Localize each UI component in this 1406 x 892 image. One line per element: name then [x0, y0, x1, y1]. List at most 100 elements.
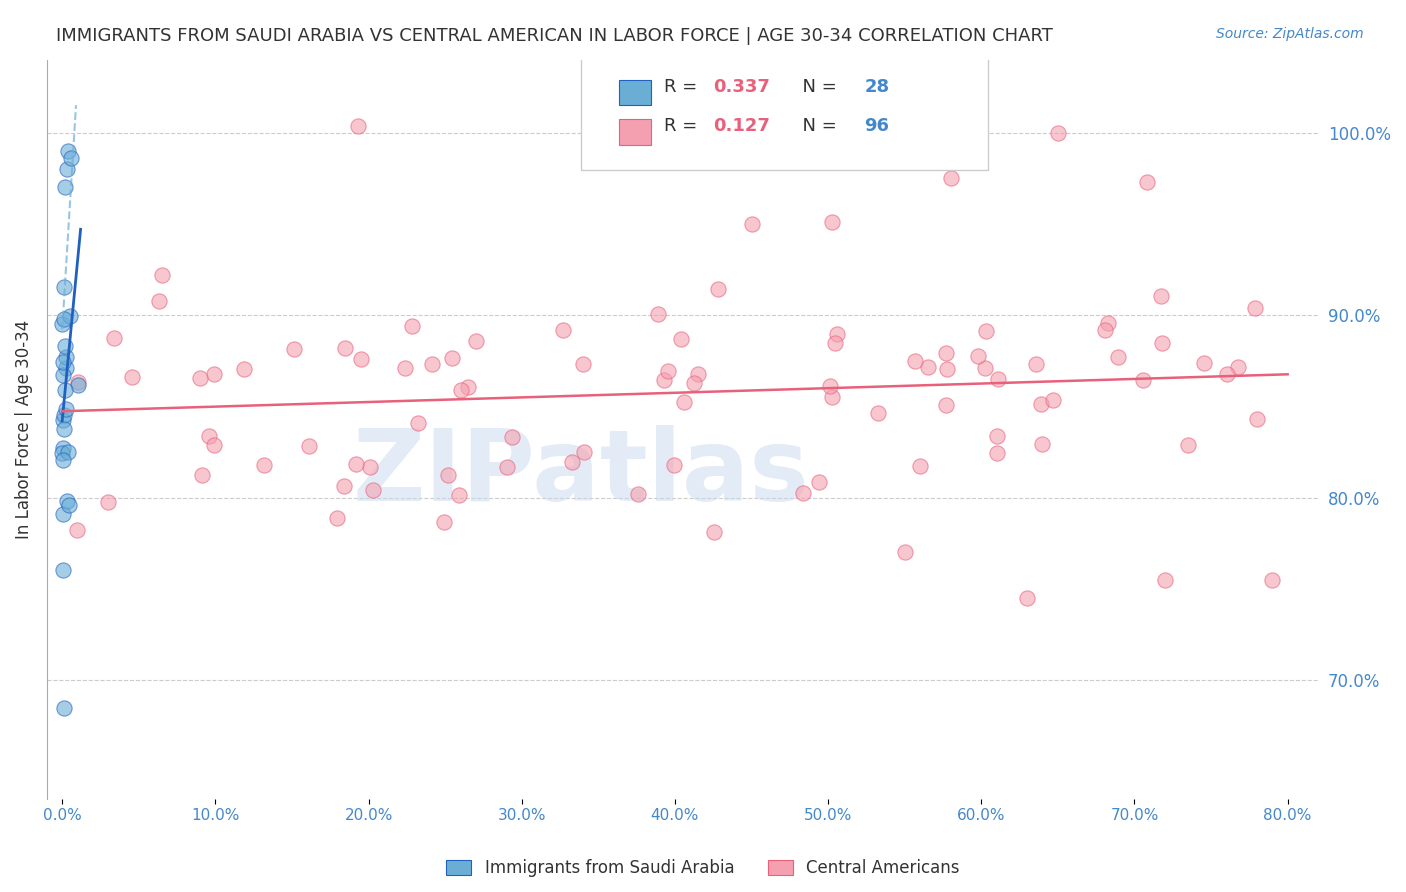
- Legend: Immigrants from Saudi Arabia, Central Americans: Immigrants from Saudi Arabia, Central Am…: [440, 853, 966, 884]
- Point: [1132, 373, 1154, 387]
- Point: [333, 341, 356, 355]
- Point: [741, 217, 763, 231]
- Point: [1136, 175, 1159, 189]
- Point: [1094, 323, 1116, 337]
- Point: [936, 361, 959, 376]
- Point: [1017, 591, 1039, 605]
- Point: [67, 375, 90, 389]
- Point: [939, 171, 962, 186]
- Point: [52, 453, 75, 467]
- Point: [359, 459, 381, 474]
- Point: [58, 144, 80, 158]
- Point: [1029, 397, 1052, 411]
- Point: [52, 408, 75, 422]
- Point: [464, 334, 486, 348]
- Point: [986, 446, 1008, 460]
- Point: [52, 413, 75, 427]
- Point: [868, 406, 890, 420]
- Point: [67, 377, 90, 392]
- Point: [682, 376, 704, 391]
- Point: [572, 358, 595, 372]
- Point: [501, 430, 523, 444]
- Point: [55, 493, 77, 508]
- Point: [1150, 335, 1173, 350]
- Point: [420, 357, 443, 371]
- Point: [52, 563, 75, 577]
- Point: [1261, 573, 1284, 587]
- Point: [52, 422, 75, 436]
- Point: [1097, 316, 1119, 330]
- Point: [824, 336, 846, 351]
- Text: 96: 96: [865, 117, 890, 135]
- Point: [433, 515, 456, 529]
- Point: [198, 428, 221, 442]
- Point: [283, 342, 305, 356]
- Point: [1244, 301, 1267, 315]
- Text: 28: 28: [865, 78, 890, 96]
- Point: [344, 457, 367, 471]
- Point: [298, 438, 321, 452]
- Point: [1192, 356, 1215, 370]
- Point: [326, 511, 349, 525]
- Point: [986, 428, 1008, 442]
- Point: [973, 361, 995, 376]
- Point: [55, 360, 77, 375]
- Point: [1025, 358, 1047, 372]
- Point: [56, 162, 79, 177]
- Point: [350, 352, 373, 367]
- Point: [51, 317, 73, 331]
- Point: [52, 355, 75, 369]
- FancyBboxPatch shape: [581, 53, 988, 170]
- Point: [233, 362, 256, 376]
- Point: [652, 373, 675, 387]
- Point: [148, 293, 170, 308]
- Point: [447, 488, 470, 502]
- Point: [97, 495, 120, 509]
- Point: [825, 327, 848, 342]
- Point: [553, 323, 575, 337]
- Point: [496, 459, 519, 474]
- Point: [893, 545, 915, 559]
- Text: 0.337: 0.337: [713, 78, 770, 96]
- Point: [58, 498, 80, 512]
- Point: [707, 282, 730, 296]
- Point: [935, 346, 957, 360]
- Point: [672, 394, 695, 409]
- Point: [821, 215, 844, 229]
- FancyBboxPatch shape: [619, 79, 651, 105]
- Point: [1046, 126, 1069, 140]
- Point: [1150, 289, 1173, 303]
- Point: [808, 475, 831, 489]
- Point: [934, 398, 956, 412]
- Point: [917, 359, 939, 374]
- Point: [52, 368, 75, 382]
- Point: [406, 416, 429, 430]
- Point: [441, 351, 464, 366]
- Text: Source: ZipAtlas.com: Source: ZipAtlas.com: [1216, 27, 1364, 41]
- Point: [65, 523, 87, 537]
- Point: [1154, 573, 1177, 587]
- Text: R =: R =: [664, 117, 703, 135]
- Point: [561, 455, 583, 469]
- Point: [647, 307, 669, 321]
- Point: [974, 324, 997, 338]
- Point: [1227, 359, 1250, 374]
- Point: [394, 361, 416, 376]
- Text: N =: N =: [790, 117, 842, 135]
- Point: [121, 370, 143, 384]
- Point: [457, 380, 479, 394]
- Point: [401, 319, 423, 334]
- Text: IMMIGRANTS FROM SAUDI ARABIA VS CENTRAL AMERICAN IN LABOR FORCE | AGE 30-34 CORR: IMMIGRANTS FROM SAUDI ARABIA VS CENTRAL …: [56, 27, 1053, 45]
- Point: [51, 445, 73, 459]
- Point: [1177, 437, 1199, 451]
- Point: [59, 310, 82, 324]
- Text: R =: R =: [664, 78, 703, 96]
- Text: ZIPatlas: ZIPatlas: [353, 425, 810, 522]
- Y-axis label: In Labor Force | Age 30-34: In Labor Force | Age 30-34: [15, 319, 32, 539]
- Point: [55, 401, 77, 416]
- Point: [52, 507, 75, 521]
- Text: 0.127: 0.127: [713, 117, 770, 135]
- Point: [52, 442, 75, 456]
- Point: [657, 364, 679, 378]
- Point: [1216, 367, 1239, 381]
